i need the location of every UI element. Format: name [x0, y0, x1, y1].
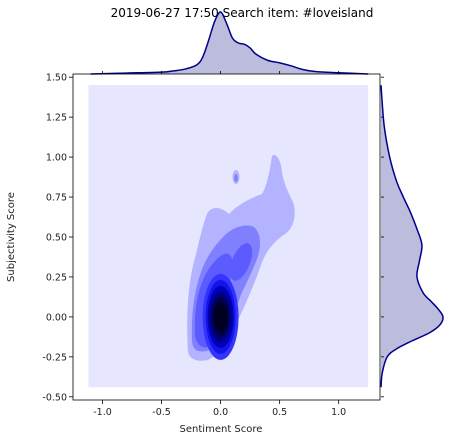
y-axis-ticks: -0.50 -0.25 0.00 0.25 0.50 0.75 1.00 1.25 1.50	[42, 73, 384, 403]
x-tick-label: 0.5	[272, 407, 287, 418]
y-tick-label: 0.75	[46, 193, 67, 204]
kde-level-2-island	[234, 174, 238, 182]
y-tick-label: 0.50	[46, 233, 67, 244]
y-tick-label: -0.25	[42, 352, 67, 363]
kde-level-3-mode	[229, 243, 253, 281]
kde-core-level-9	[213, 301, 228, 332]
y-tick-label: 0.25	[46, 272, 67, 283]
x-tick-label: -1.0	[93, 407, 112, 418]
joint-plot	[72, 73, 381, 401]
y-tick-label: 1.50	[46, 73, 67, 84]
y-tick-label: 1.00	[46, 153, 67, 164]
kde-density-levels	[187, 154, 295, 361]
marginal-x-plot	[90, 11, 369, 75]
chart-title: 2019-06-27 17:50 Search item: #loveislan…	[111, 6, 374, 20]
x-axis-label: Sentiment Score	[180, 424, 263, 435]
marginal-y-plot	[380, 85, 444, 388]
y-tick-label: -0.50	[42, 392, 67, 403]
x-tick-label: -0.5	[152, 407, 171, 418]
marginal-y-line	[380, 85, 444, 388]
x-axis-ticks: -1.0 -0.5 0.0 0.5 1.0	[93, 71, 346, 418]
marginal-y-fill	[381, 85, 444, 388]
x-tick-label: 1.0	[331, 407, 346, 418]
marginal-x-fill	[90, 11, 369, 75]
y-tick-label: 0.00	[46, 312, 67, 323]
marginal-x-line	[90, 11, 369, 75]
y-axis-label: Subjectivity Score	[6, 192, 17, 282]
y-tick-label: 1.25	[46, 113, 67, 124]
x-tick-label: 0.0	[213, 407, 228, 418]
